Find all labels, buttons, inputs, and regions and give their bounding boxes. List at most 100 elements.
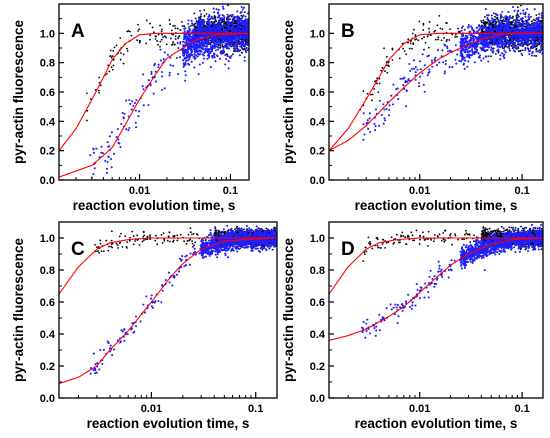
panel-label: B [341, 21, 355, 42]
data-point [213, 46, 216, 50]
data-point [488, 30, 491, 33]
data-point [502, 55, 505, 58]
series-2-fit-line [59, 32, 249, 152]
data-point [386, 71, 389, 74]
data-point [228, 15, 231, 18]
data-point [518, 43, 521, 46]
data-point [184, 27, 187, 30]
data-point [157, 33, 160, 36]
data-point [445, 40, 448, 43]
data-point [110, 131, 113, 134]
data-point [235, 46, 238, 49]
data-point [163, 87, 166, 90]
data-point [539, 31, 542, 34]
data-point [214, 19, 217, 22]
data-point [538, 38, 541, 41]
data-point [487, 23, 490, 26]
data-point [214, 16, 217, 18]
data-point [396, 87, 399, 90]
data-point [162, 36, 164, 38]
data-point [246, 49, 249, 52]
data-point [463, 28, 466, 31]
data-point [195, 41, 198, 44]
data-point [530, 38, 533, 41]
data-point [130, 34, 133, 37]
data-point [405, 105, 408, 108]
data-point [173, 43, 176, 46]
data-point [126, 50, 129, 52]
data-point [516, 29, 519, 32]
data-point [202, 22, 205, 25]
data-point [129, 30, 131, 33]
data-point [504, 28, 507, 31]
data-point [183, 56, 186, 60]
data-point [482, 46, 485, 49]
data-point [207, 48, 211, 52]
data-point [188, 55, 191, 58]
data-point [243, 56, 246, 59]
data-point [459, 38, 462, 41]
data-point [540, 44, 543, 47]
data-point [499, 17, 502, 20]
data-point [226, 16, 229, 19]
data-point [423, 36, 425, 38]
data-point [121, 111, 124, 114]
data-point [514, 37, 517, 40]
data-point [233, 49, 236, 52]
data-point [188, 53, 191, 56]
data-point [492, 47, 495, 50]
data-point [365, 122, 368, 125]
data-point [153, 62, 156, 65]
data-point [454, 58, 457, 61]
data-point [399, 77, 402, 80]
data-point [473, 61, 476, 64]
data-point [244, 15, 247, 18]
data-point [137, 23, 139, 26]
data-point [183, 41, 186, 44]
data-point [186, 240, 189, 242]
data-point [540, 27, 543, 31]
data-point [512, 15, 514, 18]
y-tick-label: 0.0 [310, 175, 325, 187]
data-point [199, 9, 201, 12]
x-axis-title: reaction evolution time, s [73, 198, 236, 213]
data-point [519, 22, 522, 26]
data-point [190, 60, 193, 63]
data-point [385, 55, 388, 58]
data-point [200, 41, 203, 44]
data-point [409, 69, 412, 73]
data-point [402, 77, 405, 80]
data-point [434, 38, 437, 41]
data-point [169, 64, 172, 67]
x-tick-label: 0.1 [514, 185, 529, 197]
data-point [197, 28, 200, 31]
data-point [517, 47, 520, 49]
data-point [242, 6, 246, 9]
data-point [154, 80, 157, 83]
data-point [402, 84, 405, 87]
data-point [159, 59, 162, 62]
data-point [487, 60, 490, 63]
data-point [488, 21, 491, 24]
data-point [538, 49, 541, 52]
data-point [521, 54, 524, 57]
data-point [183, 49, 186, 52]
data-point [221, 45, 224, 48]
data-point [517, 19, 520, 22]
data-point [151, 26, 154, 29]
data-point [201, 53, 204, 56]
data-point [482, 19, 485, 22]
data-point [498, 22, 501, 25]
data-point [98, 251, 101, 254]
data-point [460, 26, 463, 30]
data-point [498, 45, 501, 48]
data-point [459, 49, 462, 52]
data-point [177, 72, 180, 76]
data-point [147, 103, 150, 107]
data-point [512, 24, 515, 27]
data-point [192, 36, 195, 40]
data-point [93, 167, 96, 170]
data-point [174, 35, 177, 38]
data-point [169, 23, 171, 25]
data-point [108, 135, 111, 138]
